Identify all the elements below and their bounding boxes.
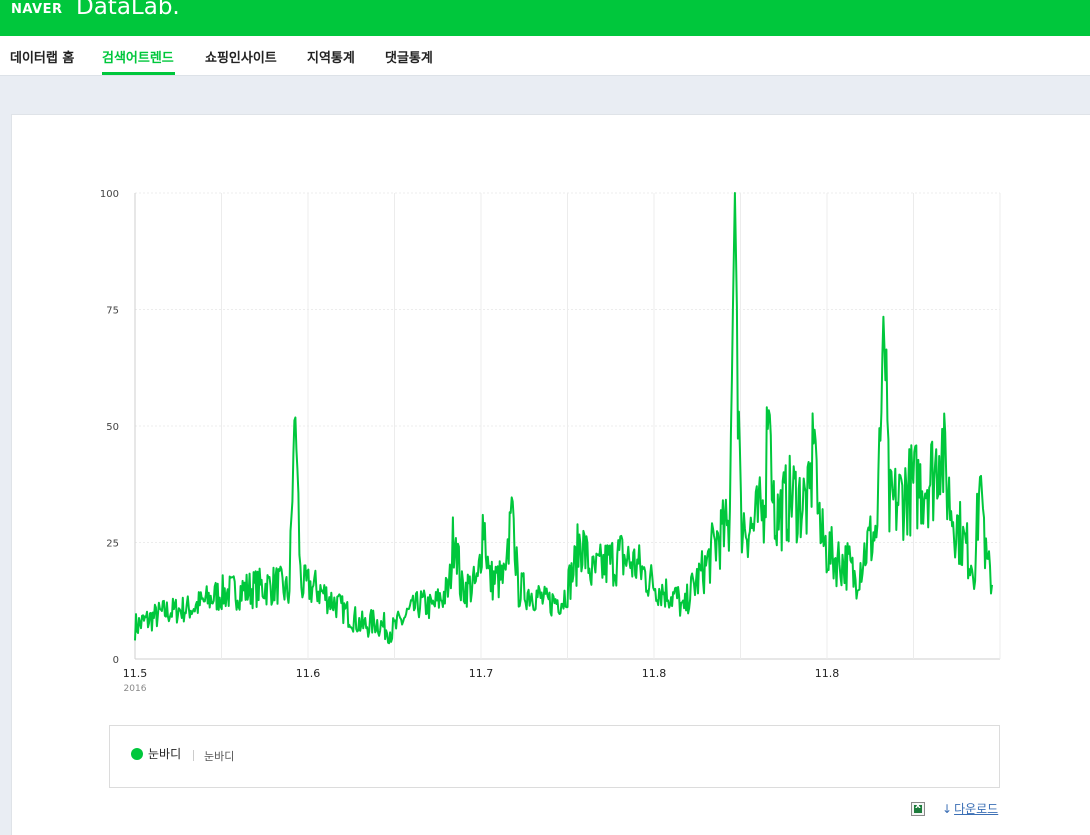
y-tick-label: 25 — [106, 539, 119, 550]
x-axis-ticks: 11.5 11.6 11.7 11.8 11.8 2016 — [123, 667, 840, 694]
nav-datalab-home[interactable]: 데이터랩 홈 — [10, 51, 75, 66]
x-tick-label: 11.5 — [123, 667, 148, 680]
x-tick-label: 11.6 — [296, 667, 321, 680]
legend-color-dot — [131, 748, 143, 760]
datalab-logo[interactable]: DataLab. — [76, 0, 180, 20]
download-arrow-icon: ↓ — [942, 802, 953, 816]
x-tick-label: 11.8 — [642, 667, 667, 680]
x-tick-label: 11.8 — [815, 667, 840, 680]
legend-series-name: 눈바디 — [148, 747, 182, 761]
series-line-nunbadi — [134, 192, 993, 645]
excel-icon[interactable] — [911, 801, 925, 816]
main-nav: 데이터랩 홈 검색어트렌드 쇼핑인사이트 지역통계 댓글통계 — [0, 36, 1090, 76]
active-tab-underline — [102, 72, 175, 75]
nav-comment-stats[interactable]: 댓글통계 — [385, 51, 433, 66]
nav-shopping-insight[interactable]: 쇼핑인사이트 — [205, 51, 277, 66]
top-bar: NAVER DataLab. — [0, 0, 1090, 36]
y-tick-label: 100 — [100, 189, 119, 200]
y-tick-label: 50 — [106, 422, 119, 433]
nav-regional-stats[interactable]: 지역통계 — [307, 51, 355, 66]
x-tick-label: 11.7 — [469, 667, 494, 680]
download-link[interactable]: ↓ 다운로드 — [942, 800, 998, 817]
trend-chart: 0 25 50 75 100 11.5 11.6 11.7 11.8 11.8 2016 — [100, 189, 1001, 694]
y-axis-ticks: 0 25 50 75 100 — [100, 189, 119, 666]
legend-series-terms: 눈바디 — [204, 750, 235, 763]
naver-logo[interactable]: NAVER — [11, 2, 63, 17]
nav-search-trend[interactable]: 검색어트렌드 — [102, 51, 174, 66]
y-tick-label: 0 — [113, 655, 119, 666]
chart-grid — [134, 192, 1001, 660]
legend-box: 눈바디 눈바디 — [109, 725, 1000, 788]
y-tick-label: 75 — [106, 306, 119, 317]
legend-divider — [193, 750, 194, 761]
x-tick-year-label: 2016 — [124, 684, 147, 694]
download-label: 다운로드 — [954, 802, 999, 816]
